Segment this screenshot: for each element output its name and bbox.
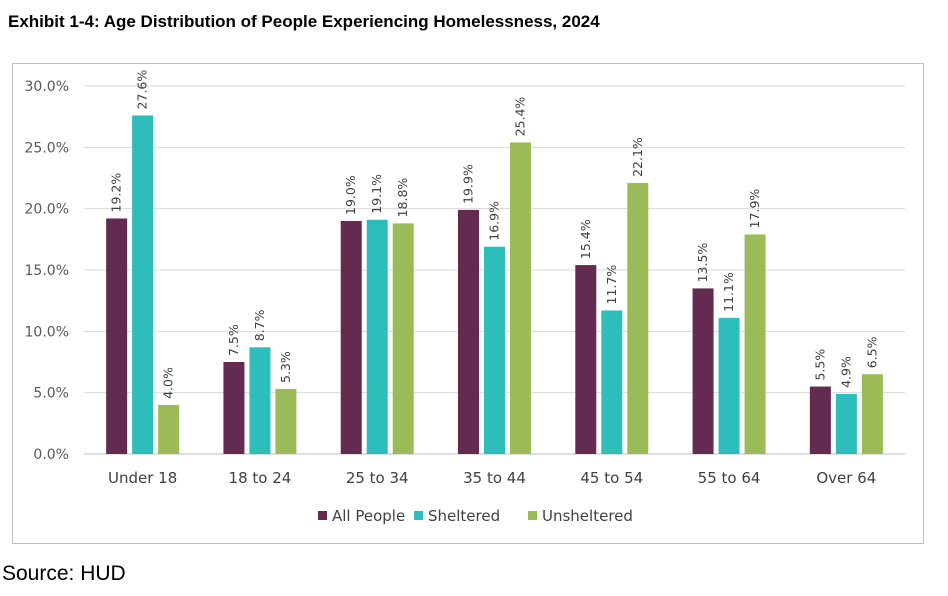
bar-sheltered-5: [718, 317, 740, 454]
data-label-sheltered-0: 27.6%: [135, 70, 150, 110]
bar-unsheltered-4: [627, 182, 649, 454]
data-label-unsheltered-6: 6.5%: [864, 336, 879, 368]
data-label-unsheltered-0: 4.0%: [161, 367, 176, 399]
y-tick-label-0: 0.0%: [33, 447, 69, 463]
x-tick-label-6: Over 64: [816, 469, 876, 487]
data-label-all-people-1: 7.5%: [226, 324, 241, 356]
y-tick-label-3: 15.0%: [25, 263, 69, 279]
data-label-unsheltered-5: 17.9%: [747, 189, 762, 229]
data-label-sheltered-5: 11.1%: [721, 272, 736, 312]
chart-frame: [12, 63, 924, 544]
bar-sheltered-6: [835, 393, 857, 454]
source-note: Source: HUD: [2, 562, 126, 585]
bar-all-people-3: [458, 209, 479, 454]
data-label-all-people-3: 19.9%: [461, 164, 476, 204]
data-label-unsheltered-3: 25.4%: [513, 97, 528, 137]
bar-all-people-5: [692, 288, 714, 454]
legend-swatch-unsheltered: [528, 511, 537, 520]
data-label-sheltered-2: 19.1%: [369, 174, 384, 214]
x-tick-label-5: 55 to 64: [698, 469, 761, 487]
legend-label-sheltered: Sheltered: [428, 507, 500, 525]
bar-sheltered-2: [366, 219, 388, 454]
chart-title: Exhibit 1-4: Age Distribution of People …: [8, 12, 600, 31]
legend-label-all-people: All People: [332, 507, 405, 525]
x-tick-label-2: 25 to 34: [346, 469, 409, 487]
x-tick-label-0: Under 18: [108, 469, 177, 487]
bar-sheltered-4: [601, 310, 623, 454]
y-tick-label-1: 5.0%: [33, 386, 69, 402]
bar-all-people-6: [809, 386, 831, 454]
bar-all-people-4: [575, 265, 597, 454]
bar-all-people-2: [340, 220, 362, 454]
y-tick-label-2: 10.0%: [25, 324, 69, 340]
x-tick-label-1: 18 to 24: [229, 469, 292, 487]
data-label-all-people-4: 15.4%: [578, 219, 593, 259]
bar-sheltered-3: [484, 246, 505, 454]
bar-unsheltered-3: [510, 142, 531, 454]
bar-unsheltered-0: [158, 404, 180, 454]
y-tick-label-5: 25.0%: [25, 140, 69, 156]
bar-unsheltered-2: [392, 223, 414, 454]
data-label-unsheltered-1: 5.3%: [278, 351, 293, 383]
legend-swatch-sheltered: [414, 511, 423, 520]
y-tick-label-4: 20.0%: [25, 202, 69, 218]
data-label-unsheltered-2: 18.8%: [395, 178, 410, 218]
legend-label-unsheltered: Unsheltered: [542, 507, 633, 525]
data-label-all-people-6: 5.5%: [812, 349, 827, 381]
bar-all-people-0: [106, 218, 128, 454]
bar-sheltered-0: [132, 115, 154, 454]
x-tick-label-3: 35 to 44: [463, 469, 526, 487]
x-tick-label-4: 45 to 54: [580, 469, 643, 487]
legend-swatch-all-people: [318, 511, 327, 520]
bar-unsheltered-1: [275, 388, 297, 454]
data-label-unsheltered-4: 22.1%: [630, 137, 645, 177]
data-label-sheltered-4: 11.7%: [604, 265, 619, 305]
data-label-all-people-0: 19.2%: [109, 173, 124, 213]
data-label-sheltered-3: 16.9%: [487, 201, 502, 241]
bar-unsheltered-6: [861, 374, 883, 454]
y-tick-label-6: 30.0%: [25, 79, 69, 95]
data-label-sheltered-6: 4.9%: [838, 356, 853, 388]
bar-sheltered-1: [249, 347, 271, 454]
data-label-all-people-5: 13.5%: [695, 243, 710, 283]
data-label-sheltered-1: 8.7%: [252, 309, 267, 341]
data-label-all-people-2: 19.0%: [343, 175, 358, 215]
bar-all-people-1: [223, 362, 245, 454]
bar-unsheltered-5: [744, 234, 766, 454]
